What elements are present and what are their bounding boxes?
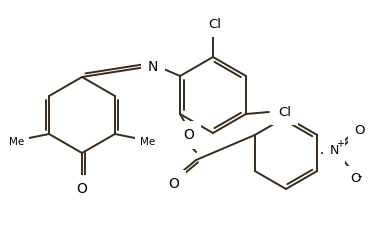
Text: +: + xyxy=(336,139,344,149)
Text: O: O xyxy=(77,182,88,196)
Text: -: - xyxy=(358,171,362,184)
Text: O: O xyxy=(355,124,365,137)
Text: O: O xyxy=(351,173,361,185)
Text: N: N xyxy=(329,144,339,157)
Text: Me: Me xyxy=(9,137,24,147)
Text: N: N xyxy=(148,60,158,74)
Text: Me: Me xyxy=(140,137,155,147)
Text: N: N xyxy=(329,144,339,157)
Text: Cl: Cl xyxy=(208,18,221,31)
Text: O: O xyxy=(169,177,180,191)
Text: O: O xyxy=(184,128,194,142)
Text: Cl: Cl xyxy=(278,106,291,119)
